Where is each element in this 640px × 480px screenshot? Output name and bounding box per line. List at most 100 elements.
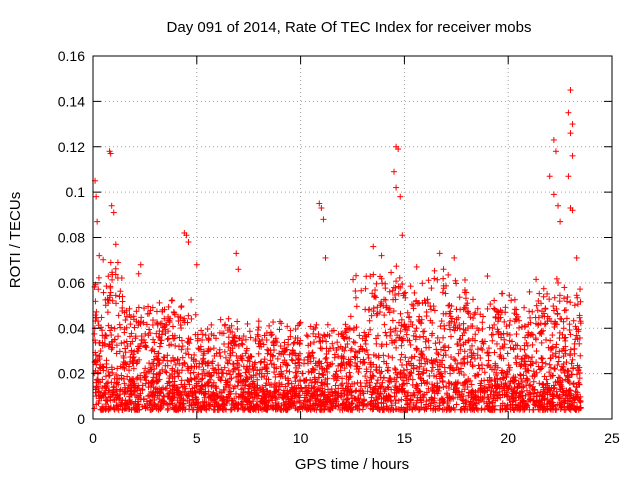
- data-point: [410, 332, 417, 339]
- data-point: [176, 360, 183, 367]
- data-point: [157, 340, 164, 347]
- data-point: [145, 393, 152, 400]
- y-tick-label: 0.16: [58, 48, 85, 64]
- data-point: [246, 328, 253, 335]
- data-point: [381, 321, 388, 328]
- data-point: [264, 388, 271, 395]
- data-point: [453, 401, 460, 408]
- data-point: [131, 324, 138, 331]
- data-point: [516, 317, 523, 324]
- data-point: [498, 290, 505, 297]
- data-point: [339, 346, 346, 353]
- data-point: [474, 305, 481, 312]
- data-point: [210, 365, 217, 372]
- data-point: [156, 334, 163, 341]
- data-point: [572, 336, 579, 343]
- data-point: [225, 360, 232, 367]
- data-point: [527, 314, 534, 321]
- data-point: [282, 347, 289, 354]
- data-point: [379, 379, 386, 386]
- data-point: [491, 297, 498, 304]
- data-point: [546, 361, 553, 368]
- data-point: [352, 360, 359, 367]
- data-point: [158, 331, 165, 338]
- data-point: [156, 376, 163, 383]
- data-point: [296, 320, 303, 327]
- data-point: [156, 343, 163, 350]
- data-point: [123, 324, 130, 331]
- data-point: [258, 358, 265, 365]
- data-point: [370, 386, 377, 393]
- data-point: [358, 287, 365, 294]
- data-point: [510, 346, 517, 353]
- data-point: [222, 354, 229, 361]
- x-tick-label: 25: [604, 430, 620, 446]
- x-tick-label: 5: [193, 430, 201, 446]
- data-point: [312, 378, 319, 385]
- data-point: [549, 372, 556, 379]
- data-point: [297, 376, 304, 383]
- data-point: [554, 310, 561, 317]
- data-point: [440, 334, 447, 341]
- data-point: [497, 402, 504, 409]
- data-point: [142, 380, 149, 387]
- data-point: [542, 306, 549, 313]
- data-point: [239, 393, 246, 400]
- data-point: [210, 345, 217, 352]
- data-point: [416, 363, 423, 370]
- data-point: [112, 271, 119, 278]
- data-point: [487, 301, 494, 308]
- data-point: [577, 352, 584, 359]
- data-point: [448, 318, 455, 325]
- data-point: [230, 338, 237, 345]
- data-point: [530, 397, 537, 404]
- data-point: [576, 364, 583, 371]
- data-point: [445, 379, 452, 386]
- data-point: [196, 360, 203, 367]
- data-point: [421, 297, 428, 304]
- data-point: [104, 309, 111, 316]
- data-point: [423, 344, 430, 351]
- data-point: [178, 377, 185, 384]
- data-point: [424, 379, 431, 386]
- data-point: [533, 302, 540, 309]
- data-point: [555, 279, 562, 286]
- data-point: [457, 336, 464, 343]
- data-point: [328, 386, 335, 393]
- data-point: [475, 327, 482, 334]
- data-point: [301, 356, 308, 363]
- data-point: [195, 371, 202, 378]
- data-point: [567, 346, 574, 353]
- data-point: [93, 308, 100, 315]
- data-point: [283, 361, 290, 368]
- data-point: [436, 339, 443, 346]
- data-point: [446, 380, 453, 387]
- data-point: [440, 352, 447, 359]
- data-point: [391, 291, 398, 298]
- data-point: [185, 312, 192, 319]
- data-point: [227, 347, 234, 354]
- data-point: [295, 398, 302, 405]
- data-point: [226, 388, 233, 395]
- data-point: [188, 315, 195, 322]
- data-point: [451, 356, 458, 363]
- data-point: [388, 386, 395, 393]
- x-tick-label: 0: [89, 430, 97, 446]
- data-point: [552, 366, 559, 373]
- data-point: [526, 308, 533, 315]
- data-point: [557, 315, 564, 322]
- data-point: [470, 315, 477, 322]
- data-point: [459, 360, 466, 367]
- data-point: [462, 397, 469, 404]
- data-point: [402, 354, 409, 361]
- data-point: [374, 377, 381, 384]
- data-point: [560, 345, 567, 352]
- data-point: [493, 340, 500, 347]
- data-point: [431, 395, 438, 402]
- data-point: [447, 326, 454, 333]
- data-point: [310, 330, 317, 337]
- data-point: [414, 394, 421, 401]
- data-point: [398, 322, 405, 329]
- data-point: [517, 363, 524, 370]
- data-point: [422, 338, 429, 345]
